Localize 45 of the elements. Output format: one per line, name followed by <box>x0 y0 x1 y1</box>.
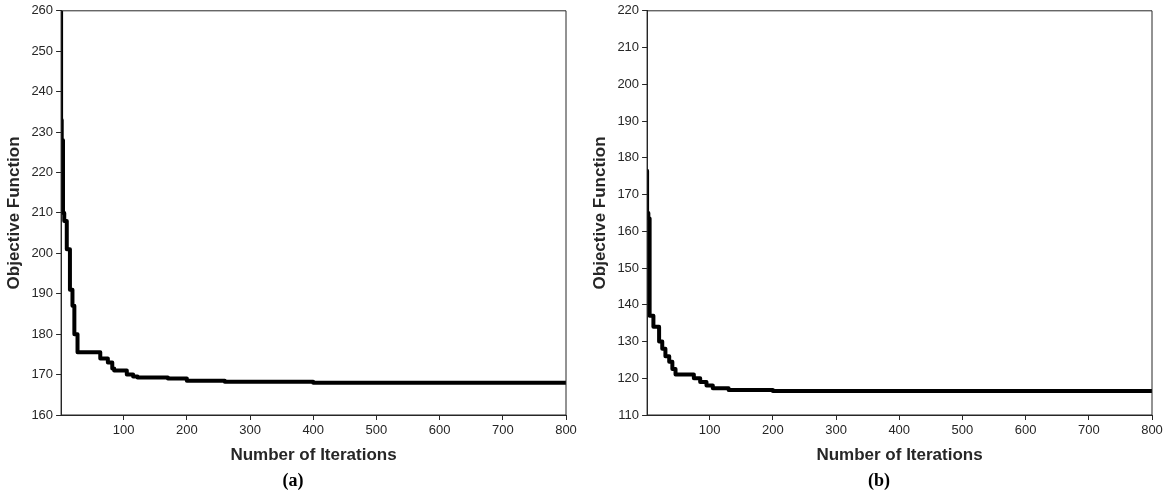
x-tick-label: 700 <box>491 422 514 438</box>
y-tick-label: 140 <box>617 296 640 312</box>
y-axis-title: Objective Function <box>3 136 23 290</box>
x-axis-title: Number of Iterations <box>816 445 983 465</box>
x-tick-label: 500 <box>951 422 974 438</box>
y-tick-label: 160 <box>31 406 54 422</box>
x-tick-label: 400 <box>888 422 911 438</box>
y-tick-label: 160 <box>617 222 640 238</box>
y-tick-label: 250 <box>31 42 54 58</box>
x-tick-label: 500 <box>365 422 388 438</box>
x-tick-label: 800 <box>1141 422 1163 438</box>
y-tick-label: 200 <box>617 75 640 91</box>
x-tick-label: 300 <box>825 422 847 438</box>
x-tick-label: 800 <box>555 422 577 438</box>
y-tick-label: 180 <box>617 149 640 165</box>
y-tick-label: 240 <box>31 83 54 99</box>
y-tick-label: 170 <box>31 366 54 382</box>
y-tick-label: 260 <box>31 2 54 18</box>
y-tick-label: 150 <box>617 259 640 275</box>
text: (b) <box>867 470 891 491</box>
x-tick-label: 600 <box>1014 422 1037 438</box>
x-tick-label: 100 <box>112 422 135 438</box>
y-tick-label: 230 <box>31 123 54 139</box>
x-tick-label: 400 <box>302 422 325 438</box>
y-axis-title: Objective Function <box>589 136 609 290</box>
x-tick-label: 700 <box>1077 422 1100 438</box>
y-tick-label: 170 <box>617 186 640 202</box>
y-tick-label: 190 <box>31 285 54 301</box>
y-tick-label: 220 <box>31 164 54 180</box>
x-tick-label: 300 <box>239 422 261 438</box>
x-tick-label: 200 <box>761 422 784 438</box>
y-tick-label: 110 <box>618 406 640 422</box>
x-axis-title: Number of Iterations <box>230 445 397 465</box>
x-tick-label: 600 <box>428 422 451 438</box>
y-tick-label: 200 <box>31 244 54 260</box>
y-tick-label: 120 <box>617 369 640 385</box>
y-tick-label: 190 <box>617 112 640 128</box>
y-tick-label: 210 <box>31 204 54 220</box>
y-tick-label: 180 <box>31 325 54 341</box>
y-tick-label: 210 <box>617 39 640 55</box>
y-tick-label: 220 <box>617 2 640 18</box>
x-tick-label: 200 <box>175 422 198 438</box>
y-tick-label: 130 <box>617 333 640 349</box>
x-tick-label: 100 <box>698 422 721 438</box>
text: (a) <box>281 470 305 491</box>
